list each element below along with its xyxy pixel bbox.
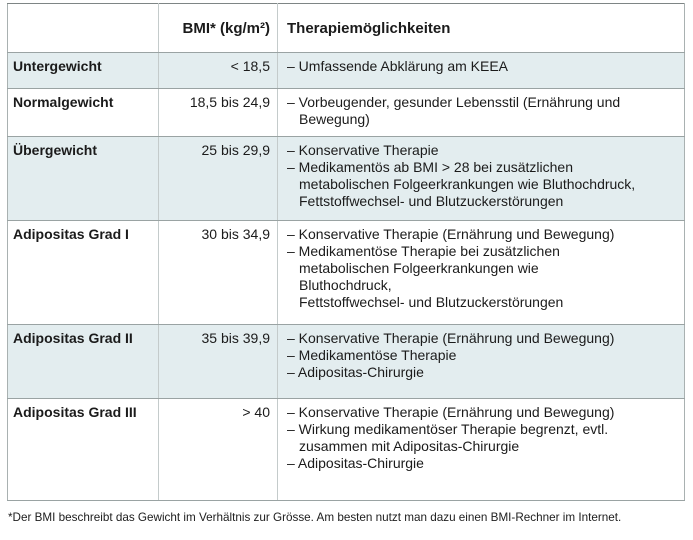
category-cell: Übergewicht xyxy=(7,136,159,221)
therapy-item: – Konservative Therapie (Ernährung und B… xyxy=(287,330,615,346)
bmi-cell: 35 bis 39,9 xyxy=(158,324,278,399)
bmi-cell: > 40 xyxy=(158,398,278,501)
bmi-therapy-table: BMI* (kg/m²) Therapiemöglichkeiten Unter… xyxy=(7,3,685,501)
table-row: Adipositas Grad II 35 bis 39,9 – Konserv… xyxy=(7,324,685,399)
therapy-list: – Konservative Therapie – Medikamentös ab… xyxy=(287,142,677,210)
therapy-item: – Medikamentöse Therapie bei zusätzliche… xyxy=(287,243,564,310)
therapy-item: – Vorbeugender, gesunder Lebensstil (Ern… xyxy=(287,94,621,127)
bmi-cell: < 18,5 xyxy=(158,52,278,89)
header-category xyxy=(7,3,159,53)
therapy-item: – Medikamentöse Therapie xyxy=(287,347,457,363)
therapy-item: – Medikamentös ab BMI > 28 bei zusätzlic… xyxy=(287,159,636,209)
therapy-item: – Umfassende Abklärung am KEEA xyxy=(287,58,509,74)
therapy-list: – Konservative Therapie (Ernährung und B… xyxy=(287,226,677,311)
category-cell: Adipositas Grad II xyxy=(7,324,159,399)
therapy-item: – Adipositas-Chirurgie xyxy=(287,364,424,380)
footnote: *Der BMI beschreibt das Gewicht im Verhä… xyxy=(8,511,622,524)
table-header: BMI* (kg/m²) Therapiemöglichkeiten xyxy=(7,3,685,53)
therapy-list: – Vorbeugender, gesunder Lebensstil (Ern… xyxy=(287,94,677,128)
therapy-item: – Wirkung medikamentöser Therapie begren… xyxy=(287,421,609,454)
therapy-item: – Adipositas-Chirurgie xyxy=(287,455,424,471)
table-body: Untergewicht < 18,5 – Umfassende Abkläru… xyxy=(7,52,685,501)
category-cell: Adipositas Grad I xyxy=(7,220,159,325)
table-row: Untergewicht < 18,5 – Umfassende Abkläru… xyxy=(7,52,685,89)
table-row: Normalgewicht 18,5 bis 24,9 – Vorbeugend… xyxy=(7,88,685,137)
header-bmi: BMI* (kg/m²) xyxy=(158,3,278,53)
category-cell: Untergewicht xyxy=(7,52,159,89)
category-cell: Normalgewicht xyxy=(7,88,159,137)
therapy-list: – Umfassende Abklärung am KEEA xyxy=(287,58,677,75)
bmi-cell: 25 bis 29,9 xyxy=(158,136,278,221)
table-row: Adipositas Grad III > 40 – Konservative … xyxy=(7,398,685,501)
therapy-list: – Konservative Therapie (Ernährung und B… xyxy=(287,404,677,472)
therapy-item: – Konservative Therapie (Ernährung und B… xyxy=(287,226,615,242)
therapy-list: – Konservative Therapie (Ernährung und B… xyxy=(287,330,677,381)
category-cell: Adipositas Grad III xyxy=(7,398,159,501)
header-row: BMI* (kg/m²) Therapiemöglichkeiten xyxy=(7,3,685,53)
bmi-cell: 30 bis 34,9 xyxy=(158,220,278,325)
therapy-item: – Konservative Therapie xyxy=(287,142,439,158)
header-therapy: Therapiemöglichkeiten xyxy=(277,3,685,53)
table-row: Übergewicht 25 bis 29,9 – Konservative T… xyxy=(7,136,685,221)
table-row: Adipositas Grad I 30 bis 34,9 – Konserva… xyxy=(7,220,685,325)
bmi-cell: 18,5 bis 24,9 xyxy=(158,88,278,137)
therapy-item: – Konservative Therapie (Ernährung und B… xyxy=(287,404,615,420)
